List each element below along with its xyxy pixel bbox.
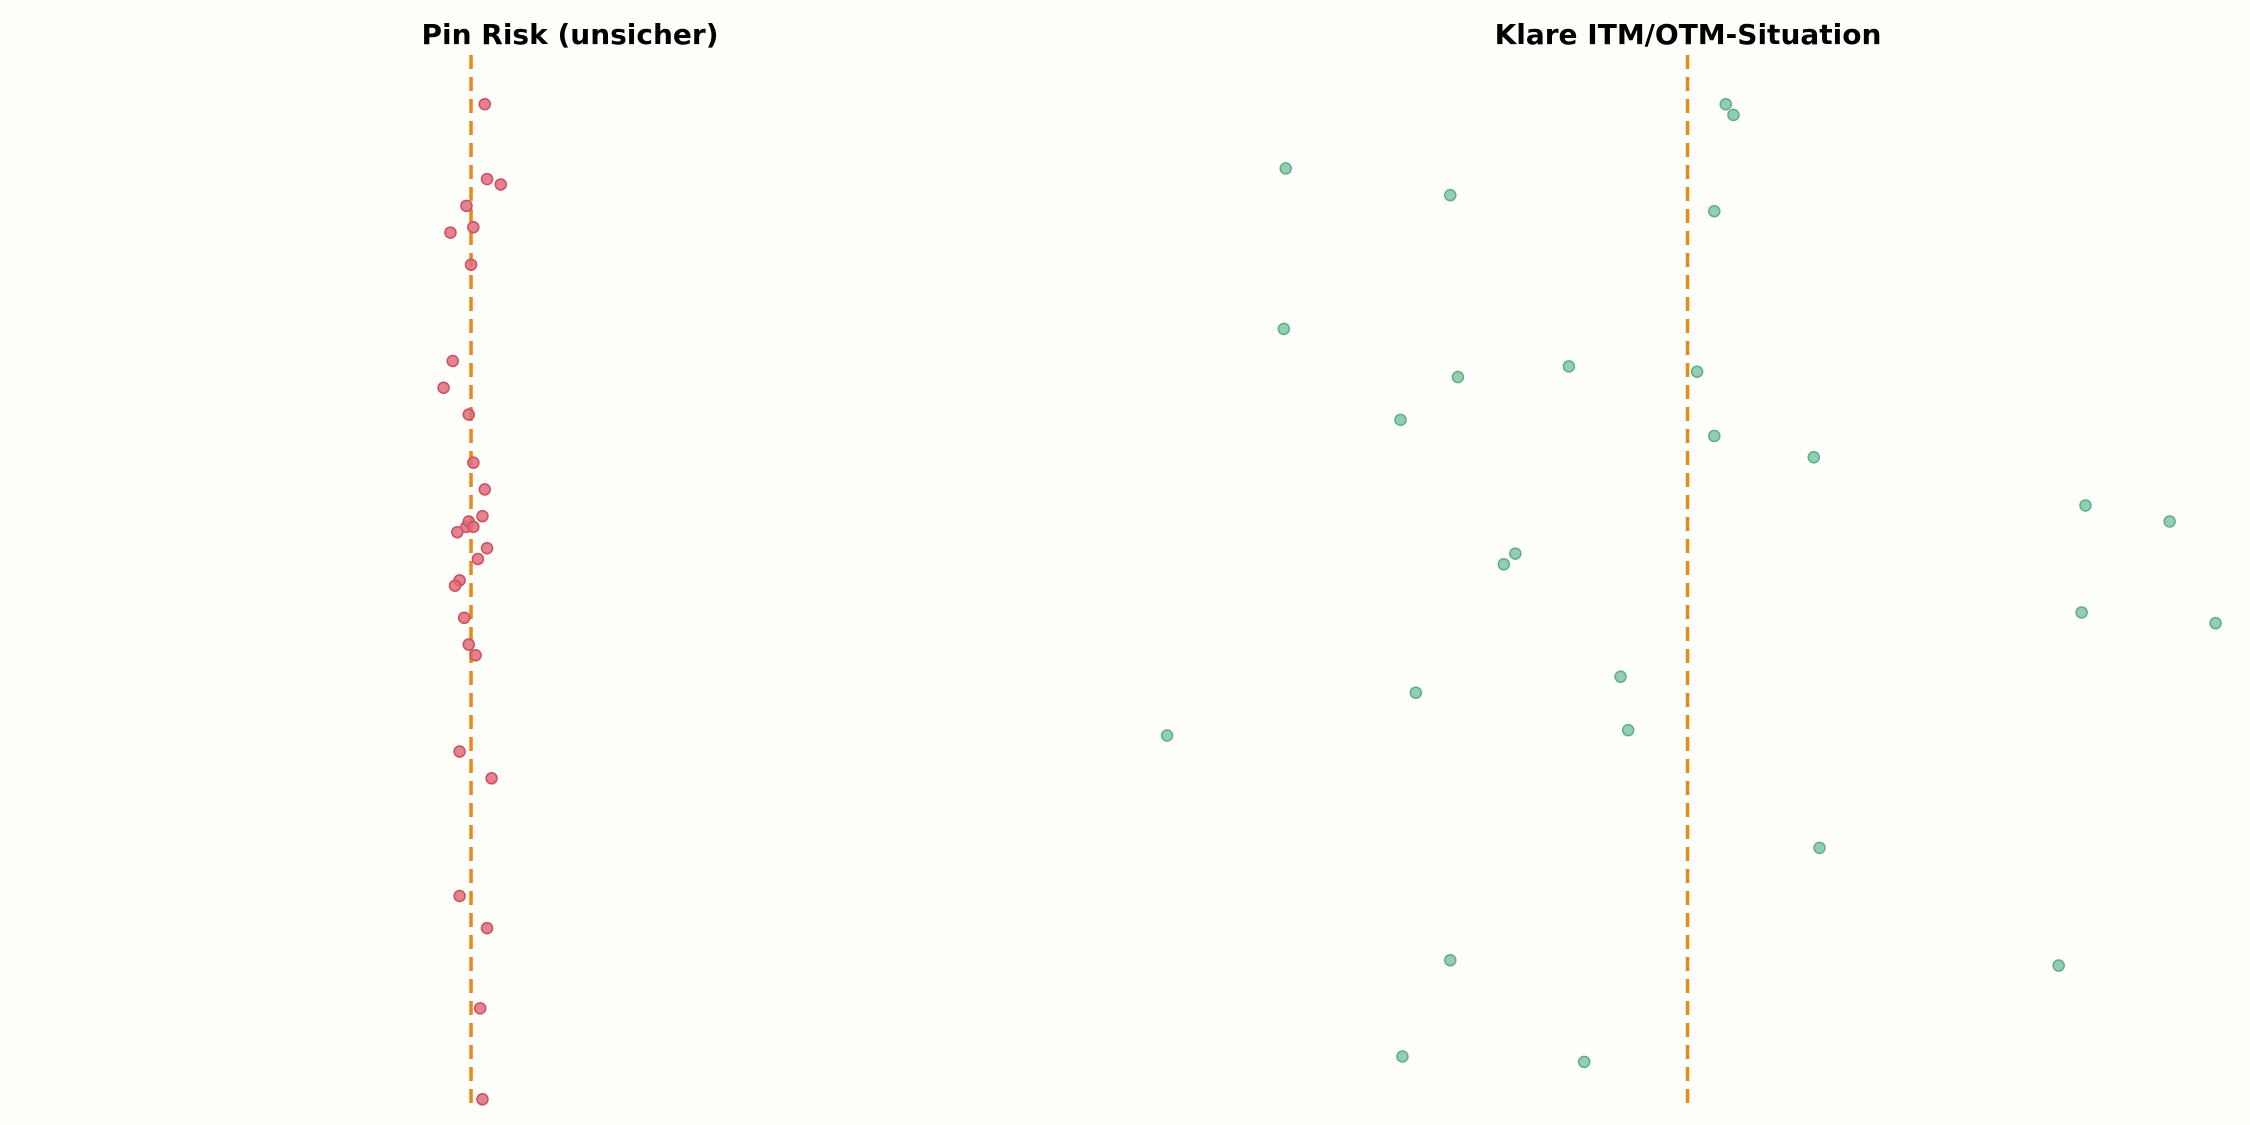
pin-risk-point	[478, 97, 492, 111]
pin-risk-point	[437, 381, 450, 394]
clear-itm-otm-point	[1813, 841, 1826, 855]
clear-itm-otm-panel: Klare ITM/OTM-Situation	[1160, 18, 2222, 1110]
pin-risk-point	[457, 611, 471, 625]
pin-risk-point	[462, 638, 475, 651]
clear-itm-otm-point	[2075, 606, 2088, 619]
clear-itm-otm-point	[1708, 204, 1721, 218]
clear-itm-otm-point	[1497, 558, 1511, 571]
pin-risk-point	[462, 408, 475, 421]
pin-risk-point	[471, 552, 485, 566]
pin-risk-point	[453, 889, 466, 903]
pin-risk-point	[480, 542, 494, 555]
pin-risk-point	[480, 172, 494, 186]
pin-risk-point	[467, 520, 480, 534]
clear-itm-otm-points	[1160, 97, 2222, 1069]
clear-itm-otm-point	[1727, 108, 1740, 122]
clear-itm-otm-point	[1708, 429, 1721, 443]
pin-risk-point	[446, 354, 459, 368]
clear-itm-otm-point	[1279, 162, 1292, 175]
pin-risk-point	[444, 226, 457, 239]
clear-itm-otm-point	[2079, 499, 2092, 512]
clear-itm-otm-point	[1409, 686, 1423, 699]
clear-itm-otm-point	[1577, 1055, 1591, 1069]
pin-risk-point	[448, 579, 462, 592]
clear-itm-otm-point	[1160, 729, 1174, 742]
pin-risk-point	[494, 178, 508, 191]
pin-risk-point	[453, 745, 466, 758]
clear-itm-otm-title: Klare ITM/OTM-Situation	[1495, 18, 1882, 51]
clear-itm-otm-point	[1396, 1050, 1409, 1063]
pin-risk-point	[464, 258, 478, 271]
clear-itm-otm-point	[2052, 959, 2065, 972]
clear-itm-otm-point	[2163, 515, 2176, 528]
clear-itm-otm-point	[1621, 723, 1635, 737]
pin-risk-point	[476, 1093, 489, 1106]
pin-risk-point	[485, 772, 498, 785]
clear-itm-otm-point	[1690, 365, 1704, 378]
pin-risk-points	[437, 97, 508, 1106]
pin-risk-point	[469, 649, 482, 662]
pin-risk-point	[467, 456, 480, 469]
clear-itm-otm-point	[1719, 97, 1733, 111]
pin-risk-point	[473, 1002, 487, 1015]
pin-risk-point	[476, 509, 489, 523]
clear-itm-otm-point	[1394, 413, 1407, 427]
clear-itm-otm-point	[1444, 953, 1457, 967]
clear-itm-otm-point	[1451, 370, 1465, 384]
clear-itm-otm-point	[1509, 547, 1522, 560]
pin-risk-panel: Pin Risk (unsicher)	[421, 18, 719, 1110]
clear-itm-otm-point	[1444, 188, 1457, 202]
clear-itm-otm-point	[1807, 451, 1821, 464]
clear-itm-otm-point	[2209, 616, 2222, 630]
pin-risk-point	[478, 483, 492, 496]
pin-risk-point	[460, 199, 473, 213]
clear-itm-otm-point	[1562, 360, 1576, 373]
pin-risk-title: Pin Risk (unsicher)	[421, 18, 718, 51]
clear-itm-otm-point	[1614, 670, 1627, 683]
pin-risk-point	[467, 221, 480, 234]
clear-itm-otm-point	[1277, 322, 1291, 336]
pin-risk-point	[480, 921, 494, 935]
pin-risk-point	[451, 525, 464, 539]
